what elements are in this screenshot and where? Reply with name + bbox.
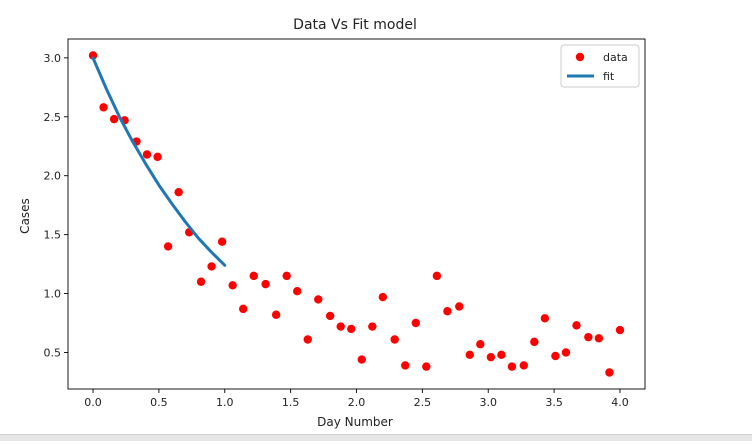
fit-line	[91, 56, 227, 267]
legend-marker-data	[575, 52, 585, 62]
data-point	[357, 355, 366, 364]
data-point	[615, 325, 625, 335]
data-point	[99, 103, 108, 112]
legend-label-fit: fit	[603, 70, 615, 83]
x-tick-label: 1.0	[216, 396, 234, 409]
data-point	[465, 350, 474, 360]
data-point	[432, 271, 442, 281]
data-point	[584, 332, 593, 342]
y-tick-label: 2.5	[44, 111, 62, 124]
data-point	[519, 361, 529, 370]
y-tick-label: 3.0	[44, 52, 62, 65]
data-point	[217, 237, 227, 246]
data-point	[594, 334, 604, 343]
data-point	[314, 295, 323, 304]
legend-label-data: data	[603, 51, 628, 64]
y-tick-label: 1.5	[44, 229, 62, 242]
x-tick-label: 4.0	[611, 396, 629, 409]
data-point	[249, 271, 258, 281]
data-point	[497, 350, 506, 360]
y-tick-label: 0.5	[44, 346, 62, 359]
x-tick-label: 3.5	[545, 396, 563, 409]
data-point	[174, 187, 183, 197]
axes-frame	[67, 38, 646, 390]
y-tick-label: 1.0	[44, 288, 62, 301]
data-point	[196, 277, 206, 286]
data-point	[347, 324, 356, 334]
legend: data fit	[560, 44, 640, 88]
data-point	[378, 292, 388, 302]
data-point	[530, 337, 539, 347]
window-bottom-edge	[0, 434, 752, 441]
data-point	[605, 368, 614, 377]
x-tick-label: 3.0	[479, 396, 497, 409]
x-tick-label: 0.5	[150, 396, 168, 409]
data-point	[443, 307, 452, 316]
data-point	[303, 335, 312, 344]
data-point	[507, 362, 517, 371]
x-tick-label: 2.0	[348, 396, 366, 409]
data-point	[486, 352, 496, 362]
data-point	[142, 150, 152, 159]
y-tick-label: 2.0	[44, 170, 62, 183]
x-axis-label: Day Number	[317, 415, 393, 429]
x-tick-label: 0.0	[84, 396, 102, 409]
data-point	[411, 318, 420, 328]
chart-title: Data Vs Fit model	[293, 17, 417, 33]
data-point	[572, 321, 581, 330]
data-point	[368, 322, 377, 331]
plot-area: 0.0 0.5 1.0 1.5 2.0 2.5 3.0 3.5 4.0 0.5 1.0 1.5 2.0 2…	[44, 38, 646, 409]
data-point	[207, 262, 216, 271]
data-point	[163, 242, 173, 251]
data-point	[336, 322, 345, 331]
data-point	[561, 348, 571, 357]
x-tick-label: 1.5	[282, 396, 300, 409]
x-tick-label: 2.5	[414, 396, 432, 409]
data-point	[109, 114, 119, 124]
data-point	[282, 271, 291, 281]
data-point	[325, 311, 335, 321]
data-point	[540, 314, 550, 323]
data-point	[455, 302, 464, 311]
data-point	[401, 361, 410, 370]
data-point	[476, 340, 485, 349]
data-point	[88, 51, 98, 60]
y-axis-label: Cases	[18, 198, 32, 234]
data-point	[239, 304, 248, 314]
data-point	[422, 362, 431, 371]
data-point	[228, 281, 237, 290]
data-point	[293, 286, 302, 296]
data-point	[390, 335, 399, 344]
data-point	[271, 310, 281, 319]
data-point	[551, 351, 560, 361]
data-point	[261, 279, 270, 289]
data-point	[153, 152, 162, 162]
